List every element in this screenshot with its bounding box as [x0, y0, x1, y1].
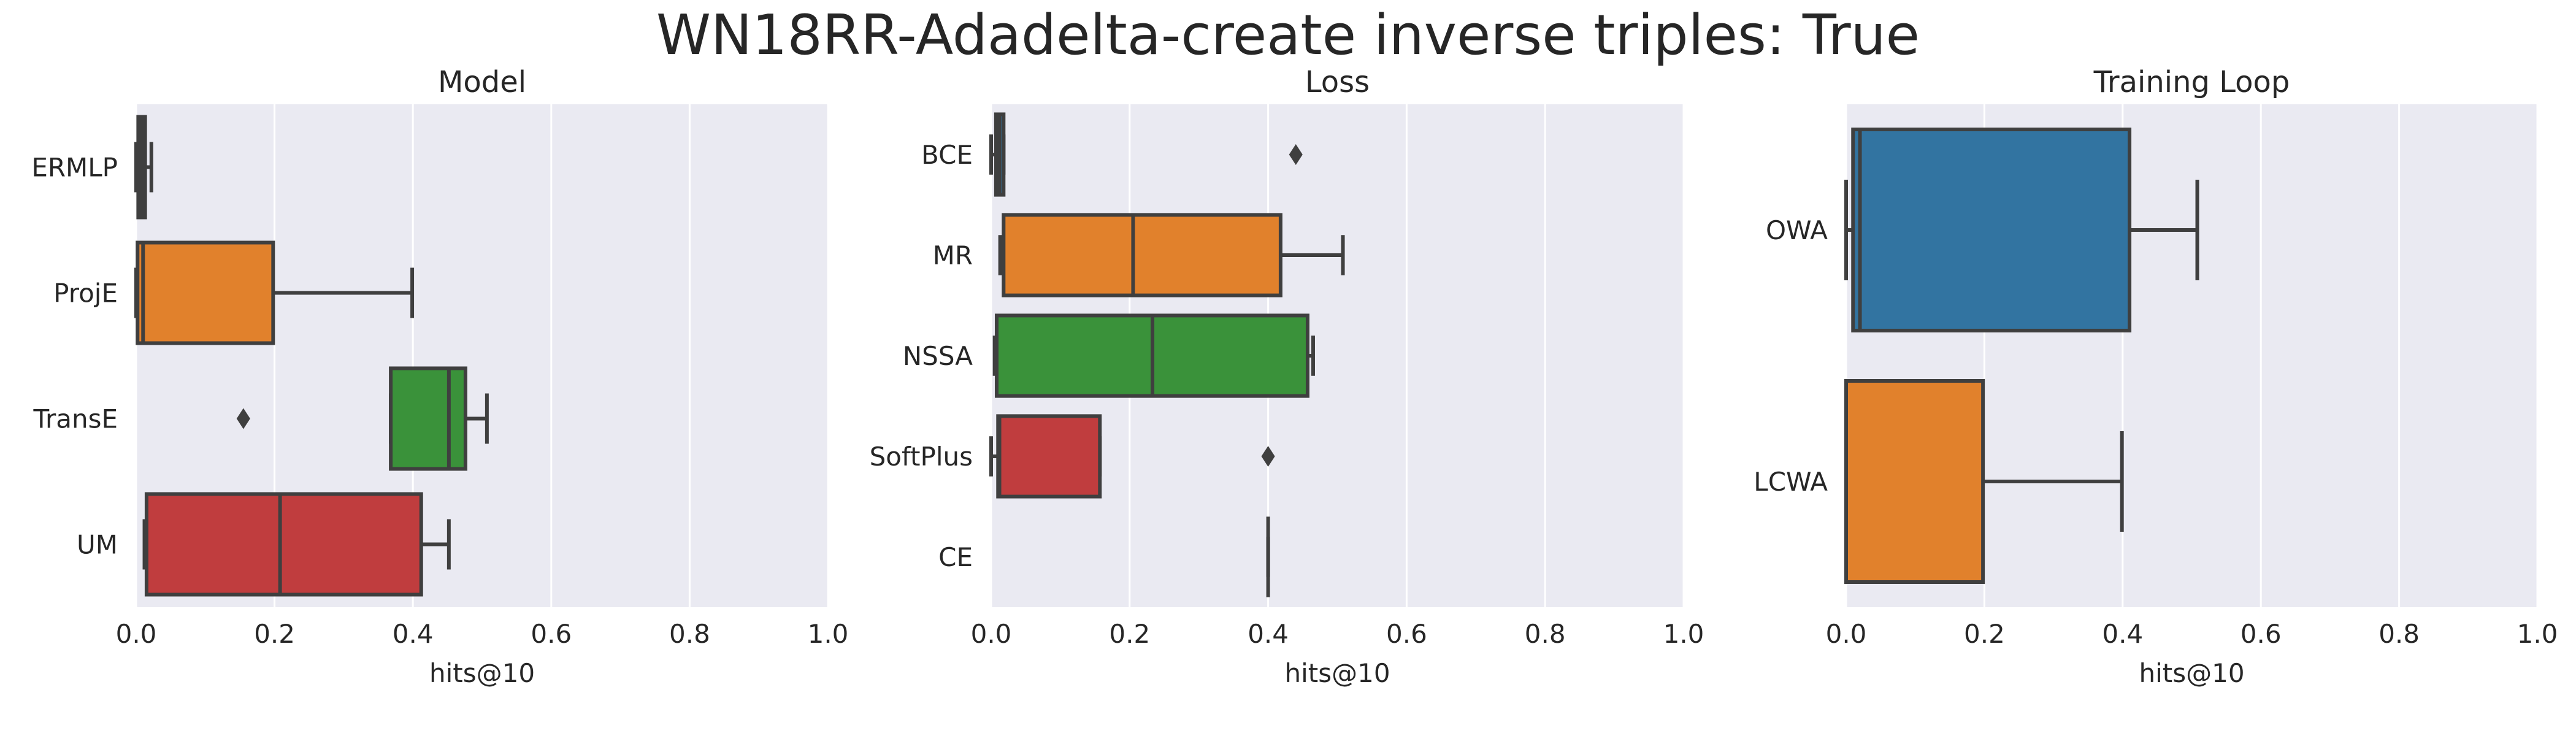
y-tick-label-softplus: SoftPlus [870, 442, 973, 472]
outlier-point [1261, 446, 1275, 467]
box-body [1844, 379, 1985, 584]
panel-title: Model [438, 65, 526, 99]
x-tick-label: 0.4 [393, 619, 434, 649]
y-tick-label-ermlp: ERMLP [31, 153, 118, 183]
box-body [996, 414, 1102, 499]
y-tick-label-ce: CE [938, 542, 973, 572]
x-tick-label: 0.2 [1964, 619, 2005, 649]
x-tick-label: 0.0 [116, 619, 157, 649]
x-tick-label: 0.0 [971, 619, 1012, 649]
box-nssa [992, 313, 1315, 398]
x-tick-label: 0.6 [531, 619, 572, 649]
x-tick-label: 0.8 [1525, 619, 1566, 649]
y-tick-label-owa: OWA [1766, 215, 1828, 245]
x-tick-label: 0.6 [1386, 619, 1427, 649]
panel-loss: 0.0 0.2 0.4 0.6 0.8 1.0 Loss hits@10 BCE MR NSSA So… [870, 65, 1704, 688]
panel-training-loop: 0.0 0.2 0.4 0.6 0.8 1.0 Training Loop hits@10 OW… [1754, 65, 2558, 688]
box-softplus [989, 414, 1275, 499]
x-tick-label: 0.8 [2379, 619, 2420, 649]
y-tick-label-lcwa: LCWA [1754, 467, 1828, 497]
panel-title: Loss [1305, 65, 1370, 99]
panel-title: Training Loop [2093, 65, 2290, 99]
x-axis-label: hits@10 [2139, 658, 2244, 688]
box-um [142, 492, 451, 597]
y-tick-label-um: UM [77, 530, 118, 560]
box-body [1851, 128, 2132, 332]
x-tick-label: 0.2 [254, 619, 295, 649]
x-tick-label: 0.4 [1248, 619, 1289, 649]
figure-suptitle: WN18RR-Adadelta-create inverse triples: … [656, 3, 1920, 67]
y-tick-label-transe: TransE [33, 404, 118, 434]
x-tick-label: 1.0 [808, 619, 849, 649]
x-tick-label: 1.0 [1663, 619, 1704, 649]
y-tick-label-proje: ProjE [53, 278, 118, 309]
y-tick-label-bce: BCE [921, 140, 973, 170]
box-body [389, 366, 467, 471]
box-lcwa [1844, 379, 2124, 584]
x-tick-label: 0.8 [669, 619, 710, 649]
y-tick-label-nssa: NSSA [903, 341, 973, 371]
box-body [136, 240, 275, 345]
x-tick-label: 0.4 [2102, 619, 2143, 649]
box-owa [1844, 128, 2199, 332]
box-body [1002, 213, 1282, 297]
x-tick-label: 1.0 [2517, 619, 2558, 649]
x-axis-label: hits@10 [1284, 658, 1390, 688]
y-tick-label-mr: MR [933, 240, 973, 270]
box-transe [236, 366, 489, 471]
outlier-point [1289, 144, 1303, 165]
x-tick-label: 0.0 [1826, 619, 1867, 649]
x-tick-label: 0.2 [1109, 619, 1150, 649]
x-axis-label: hits@10 [429, 658, 535, 688]
box-mr [998, 213, 1345, 297]
box-body [144, 492, 423, 597]
panel-model: 0.0 0.2 0.4 0.6 0.8 1.0 Model hits@10 ERMLP ProjE… [31, 65, 848, 688]
outlier-point [236, 408, 250, 429]
x-tick-label: 0.6 [2241, 619, 2282, 649]
box-bce [989, 112, 1303, 197]
box-ermlp [134, 115, 153, 220]
box-proje [134, 240, 415, 345]
